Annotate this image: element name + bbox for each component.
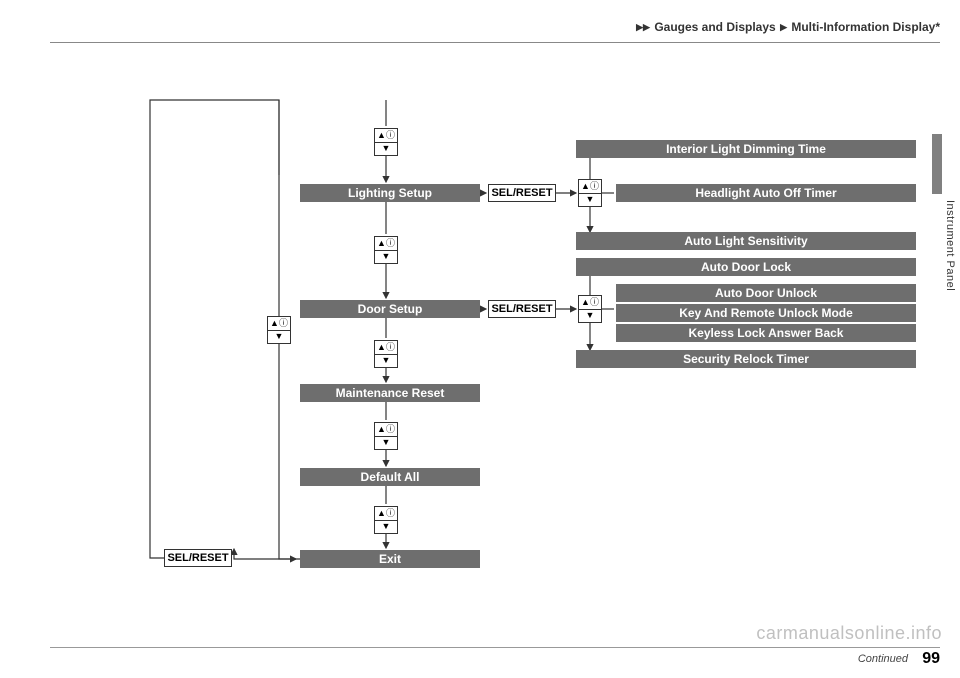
updown-button-door-sub[interactable] [578,295,602,323]
continued-label: Continued [858,653,908,665]
updown-button-md[interactable] [374,422,398,450]
updown-button-de[interactable] [374,506,398,534]
updown-button-lighting-sub[interactable] [578,179,602,207]
menu-default-all: Default All [300,468,480,486]
menu-lighting-setup: Lighting Setup [300,184,480,202]
footer-rule [50,647,940,648]
submenu-auto-door-unlock: Auto Door Unlock [616,284,916,302]
watermark: carmanualsonline.info [756,623,942,644]
updown-button-main[interactable] [267,316,291,344]
page-number: 99 [922,650,940,668]
menu-exit: Exit [300,550,480,568]
submenu-keyless-answer-back: Keyless Lock Answer Back [616,324,916,342]
submenu-headlight-auto-off: Headlight Auto Off Timer [616,184,916,202]
submenu-key-remote-unlock: Key And Remote Unlock Mode [616,304,916,322]
updown-button-dm[interactable] [374,340,398,368]
updown-button-top[interactable] [374,128,398,156]
submenu-security-relock: Security Relock Timer [576,350,916,368]
menu-door-setup: Door Setup [300,300,480,318]
selreset-button-left[interactable]: SEL/RESET [164,549,232,567]
updown-button-ld[interactable] [374,236,398,264]
submenu-auto-door-lock: Auto Door Lock [576,258,916,276]
menu-maintenance-reset: Maintenance Reset [300,384,480,402]
selreset-button-lighting[interactable]: SEL/RESET [488,184,556,202]
diagram: Lighting Setup Door Setup Maintenance Re… [0,0,960,678]
submenu-auto-light-sensitivity: Auto Light Sensitivity [576,232,916,250]
selreset-button-door[interactable]: SEL/RESET [488,300,556,318]
submenu-interior-dimming: Interior Light Dimming Time [576,140,916,158]
